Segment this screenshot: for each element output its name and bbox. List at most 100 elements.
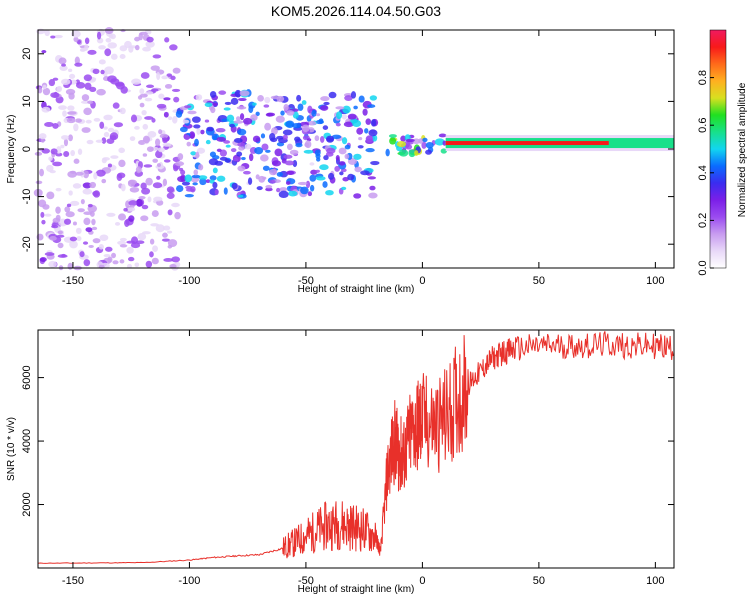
heatmap-cell <box>274 148 283 157</box>
heatmap-cell <box>248 105 254 114</box>
heatmap-cell <box>335 154 340 161</box>
heatmap-cell <box>191 174 201 179</box>
heatmap-cell <box>73 36 79 43</box>
heatmap-cell <box>117 240 127 245</box>
heatmap-cell <box>166 186 175 193</box>
heatmap-cell <box>280 110 285 116</box>
heatmap-cell <box>301 100 307 105</box>
heatmap-cell <box>223 187 228 195</box>
heatmap-cell <box>104 48 112 57</box>
heatmap-cell <box>212 102 218 106</box>
heatmap-cell <box>166 73 173 77</box>
heatmap-cell <box>315 113 321 117</box>
x-tick-label: 50 <box>533 575 545 587</box>
heatmap-cell <box>161 75 169 80</box>
heatmap-cell <box>61 78 71 85</box>
heatmap-cell <box>106 212 116 217</box>
heatmap-cell <box>55 152 63 157</box>
heatmap-cell <box>118 159 126 168</box>
heatmap-cell <box>196 127 201 135</box>
heatmap-cell <box>247 177 253 185</box>
colorbar-scale <box>709 29 727 269</box>
heatmap-cell <box>162 142 172 147</box>
heatmap-cell <box>135 198 143 207</box>
heatmap-cell <box>147 196 152 203</box>
heatmap-cell <box>307 105 313 114</box>
heatmap-cell <box>163 97 171 101</box>
heatmap-cell <box>297 103 304 111</box>
heatmap-cell <box>83 107 92 116</box>
heatmap-cell <box>100 69 105 75</box>
heatmap-cell <box>336 111 343 120</box>
heatmap-cell <box>79 251 85 258</box>
heatmap-cell <box>98 244 104 250</box>
heatmap-cell <box>68 68 73 73</box>
heatmap-cell <box>72 221 77 226</box>
heatmap-cell <box>268 168 278 176</box>
heatmap-cell <box>58 105 67 110</box>
heatmap-cell <box>142 46 151 52</box>
heatmap-cell <box>229 123 236 128</box>
heatmap-cell <box>209 175 217 181</box>
heatmap-cell <box>67 111 77 115</box>
heatmap-cell <box>193 169 199 176</box>
heatmap-cell <box>358 95 365 103</box>
heatmap-cell <box>76 236 82 242</box>
heatmap-cell <box>368 192 378 199</box>
heatmap-cell <box>99 121 105 129</box>
heatmap-cell <box>338 147 347 155</box>
heatmap-cell <box>225 144 231 148</box>
heatmap-cell <box>139 102 145 108</box>
heatmap-cell <box>204 119 210 123</box>
heatmap-cell <box>179 126 188 133</box>
heatmap-cell <box>367 176 376 180</box>
heatmap-cell <box>341 137 348 145</box>
heatmap-cell <box>260 133 266 139</box>
heatmap-cell <box>385 148 390 157</box>
heatmap-cell <box>262 176 267 180</box>
heatmap-cell <box>325 190 334 196</box>
heatmap-cell <box>167 209 173 216</box>
heatmap-cell <box>145 84 155 89</box>
heatmap-cell <box>195 151 200 159</box>
heatmap-cell <box>42 84 47 90</box>
heatmap-cell <box>400 135 407 142</box>
heatmap-cell <box>38 133 47 140</box>
heatmap-cell <box>143 164 153 168</box>
heatmap-cell <box>341 186 347 191</box>
heatmap-cell <box>67 262 73 270</box>
spectrogram-ylabel: Frequency (Hz) <box>6 115 17 184</box>
heatmap-cell <box>77 208 85 213</box>
heatmap-cell <box>65 211 75 218</box>
heatmap-cell <box>262 165 270 171</box>
heatmap-cell <box>184 193 194 198</box>
heatmap-cell <box>152 245 158 252</box>
heatmap-cell <box>156 72 161 80</box>
heatmap-cell <box>107 127 115 133</box>
snr-series-line <box>37 331 674 564</box>
heatmap-cell <box>75 227 82 234</box>
heatmap-cell <box>104 66 114 75</box>
heatmap-cell <box>174 211 181 220</box>
heatmap-cell <box>283 103 289 111</box>
heatmap-cell <box>92 238 101 244</box>
heatmap-cell <box>286 110 295 116</box>
heatmap-cell <box>196 147 206 154</box>
heatmap-cell <box>271 160 282 167</box>
heatmap-cell <box>162 232 168 238</box>
heatmap-cell <box>130 242 141 249</box>
x-tick-label: 100 <box>646 275 664 287</box>
heatmap-cell <box>95 139 103 143</box>
heatmap-cell <box>255 111 260 117</box>
heatmap-cell <box>83 259 91 267</box>
heatmap-cell <box>74 62 83 67</box>
heatmap-cell <box>218 90 227 95</box>
heatmap-cell <box>128 200 138 206</box>
heatmap-cell <box>286 170 295 175</box>
heatmap-cell <box>53 34 63 39</box>
heatmap-cell <box>137 232 147 241</box>
heatmap-cell <box>314 135 320 142</box>
y-tick-label: 4000 <box>21 429 33 453</box>
x-tick-label: 100 <box>646 575 664 587</box>
heatmap-cell <box>142 231 151 235</box>
